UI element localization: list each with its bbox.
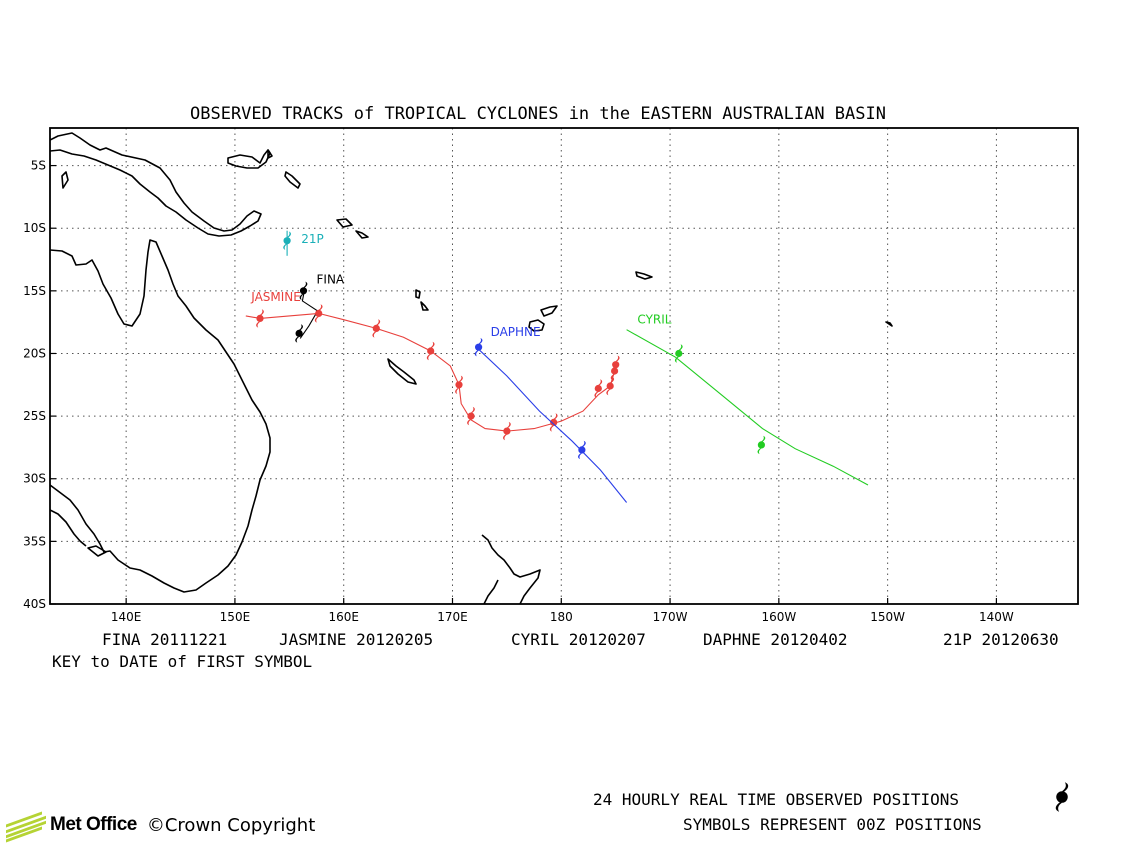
lat-tick-label: 40S	[23, 597, 46, 611]
storm-fina: FINA	[295, 272, 345, 343]
cyclone-symbol-icon	[578, 440, 586, 460]
coastline-australia	[50, 239, 271, 593]
lat-tick-label: 10S	[23, 221, 46, 235]
coastline-bougainville	[284, 171, 301, 189]
key-entry-cyril: CYRIL 20120207	[511, 630, 646, 649]
coastline-islet-a	[61, 171, 69, 189]
track-line-cyril	[626, 329, 869, 486]
coastlines	[50, 132, 893, 604]
lon-tick-label: 140E	[111, 610, 142, 624]
lon-tick-label: 150E	[220, 610, 251, 624]
lat-tick-label: 15S	[23, 284, 46, 298]
graticule	[50, 128, 1078, 604]
lat-tick-label: 35S	[23, 534, 46, 548]
lat-tick-label: 25S	[23, 409, 46, 423]
coastline-vanuatu-1	[415, 289, 421, 299]
coastline-new-guinea	[50, 132, 262, 237]
met-office-stripes-icon	[6, 811, 46, 843]
coastline-solomons-1	[336, 218, 353, 228]
coastline-fiji-1	[528, 319, 545, 332]
lat-tick-label: 20S	[23, 346, 46, 360]
cyclone-symbol-icon	[503, 421, 511, 441]
storm-label-21p: 21P	[301, 232, 324, 246]
lon-tick-label: 140W	[979, 610, 1014, 624]
cyclone-symbol-icon	[372, 319, 381, 338]
coastline-new-zealand	[481, 534, 541, 604]
lat-tick-label: 5S	[31, 159, 46, 173]
coastline-new-ireland	[267, 149, 273, 159]
cyclone-symbol-icon	[467, 406, 475, 426]
met-office-wordmark: Met Office	[50, 814, 137, 835]
coastline-australia-south	[50, 509, 87, 547]
lon-tick-label: 170E	[437, 610, 468, 624]
key-entry-jasmine: JASMINE 20120205	[279, 630, 433, 649]
lat-tick-label: 30S	[23, 472, 46, 486]
key-entry-fina: FINA 20111221	[102, 630, 227, 649]
coastline-new-caledonia	[387, 358, 417, 385]
lon-tick-label: 170W	[653, 610, 688, 624]
cyclone-symbol-icon	[606, 376, 615, 396]
map-frame	[49, 127, 1079, 605]
storm-jasmine: JASMINE	[245, 290, 620, 441]
storm-21p: 21P	[283, 230, 324, 256]
storm-daphne: DAPHNE	[474, 325, 628, 503]
storm-label-jasmine: JASMINE	[250, 290, 301, 304]
cyclone-symbol-icon	[256, 309, 264, 328]
cyclone-symbol-icon	[314, 304, 323, 323]
lon-tick-label: 180	[550, 610, 573, 624]
coastline-islet-b	[87, 545, 107, 557]
footer-line-1: 24 HOURLY REAL TIME OBSERVED POSITIONS	[593, 790, 960, 809]
coastline-islet-c	[885, 321, 893, 327]
storm-cyril: CYRIL	[626, 312, 869, 486]
lon-tick-label: 160E	[328, 610, 359, 624]
cyclone-symbol-icon	[426, 341, 435, 361]
coastline-vanuatu-2	[420, 301, 429, 311]
storm-label-daphne: DAPHNE	[491, 325, 541, 339]
coastline-solomons-2	[355, 230, 369, 239]
cyclone-tracks: FINA JASMINE DAPHNE CYRIL 21P	[245, 230, 869, 503]
coastline-samoa	[635, 271, 653, 280]
lon-tick-label: 150W	[870, 610, 905, 624]
key-entry-21p: 21P 20120630	[943, 630, 1059, 649]
map-title: OBSERVED TRACKS of TROPICAL CYCLONES in …	[190, 104, 886, 124]
met-office-logo: Met Office ©Crown Copyright	[6, 811, 316, 843]
legend-cyclone-symbol-icon	[1055, 782, 1069, 812]
footer-line-2: SYMBOLS REPRESENT 00Z POSITIONS	[683, 815, 982, 834]
track-line-daphne	[476, 346, 628, 503]
cyclone-symbol-icon	[474, 338, 483, 357]
copyright-notice: ©Crown Copyright	[146, 814, 316, 836]
storm-label-fina: FINA	[317, 272, 345, 286]
cyclone-symbol-icon	[757, 435, 766, 455]
cyclone-symbol-icon	[295, 324, 303, 343]
coastline-fiji-2	[540, 305, 558, 317]
track-line-jasmine	[245, 312, 617, 432]
coastline-new-zealand-west	[483, 579, 499, 604]
key-caption: KEY to DATE of FIRST SYMBOL	[52, 652, 312, 671]
axis-ticks: 140E 150E 160E 170E 180 170W 160W 150W 140W 5S 10S…	[23, 159, 1014, 624]
lon-tick-label: 160W	[761, 610, 796, 624]
key-entry-daphne: DAPHNE 20120402	[703, 630, 848, 649]
storm-label-cyril: CYRIL	[637, 312, 671, 326]
